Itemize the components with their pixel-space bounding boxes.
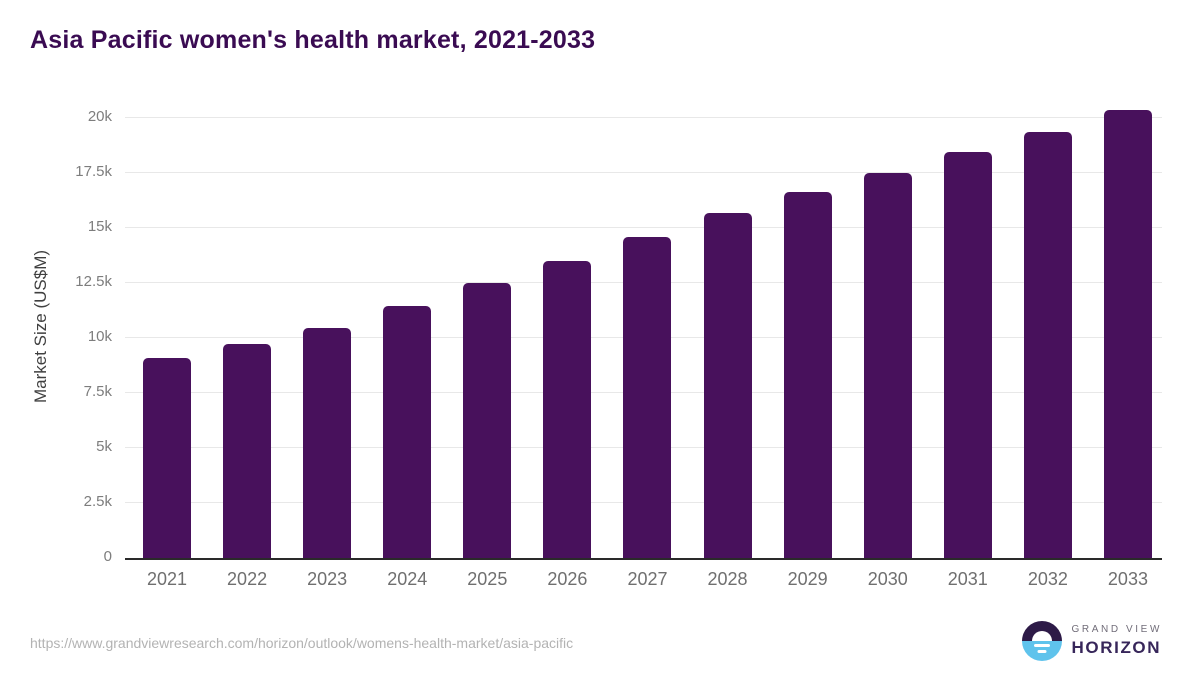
x-tick-label: 2023 bbox=[307, 569, 348, 589]
x-tick-label: 2025 bbox=[467, 569, 508, 589]
y-tick-label: 5k bbox=[96, 437, 112, 455]
logo-text-horizon: HORIZON bbox=[1071, 638, 1162, 657]
y-tick-label: 0 bbox=[103, 548, 112, 565]
plot: 0 2.5k 5k 7.5k 10k 12.5k 15k 17.5k 20k 2021 2022 20… bbox=[75, 95, 1162, 589]
grand-view-horizon-logo: GRAND VIEW HORIZON bbox=[1021, 621, 1162, 661]
bar-2024[interactable] bbox=[383, 306, 432, 558]
source-url: https://www.grandviewresearch.com/horizo… bbox=[30, 635, 574, 651]
y-tick-label: 15k bbox=[87, 217, 112, 235]
gridline bbox=[125, 116, 1162, 118]
bar-2025[interactable] bbox=[463, 282, 512, 558]
bar-2022[interactable] bbox=[223, 344, 272, 558]
y-tick-label: 12.5k bbox=[75, 272, 112, 290]
x-tick-label: 2029 bbox=[787, 569, 828, 589]
x-tick-label: 2022 bbox=[227, 569, 268, 589]
x-tick-label: 2033 bbox=[1107, 569, 1148, 589]
bar-2029[interactable] bbox=[783, 192, 832, 558]
bar-2021[interactable] bbox=[143, 358, 191, 558]
gridline bbox=[125, 226, 1162, 228]
x-tick-label: 2028 bbox=[707, 569, 748, 589]
x-tick-label: 2026 bbox=[547, 569, 588, 589]
bar-2032[interactable] bbox=[1023, 131, 1072, 558]
gridline bbox=[125, 171, 1162, 173]
x-tick-label: 2031 bbox=[947, 569, 988, 589]
x-tick-label: 2032 bbox=[1027, 569, 1068, 589]
bar-2027[interactable] bbox=[623, 236, 672, 558]
y-tick-label: 7.5k bbox=[83, 382, 112, 400]
bar-2033[interactable] bbox=[1103, 110, 1152, 558]
x-tick-label: 2021 bbox=[146, 569, 188, 589]
y-tick-label: 2.5k bbox=[83, 492, 112, 510]
x-tick-label: 2030 bbox=[867, 569, 908, 589]
y-tick-label: 20k bbox=[87, 107, 112, 125]
y-tick-label: 17.5k bbox=[75, 162, 112, 180]
chart-title: Asia Pacific women's health market, 2021… bbox=[30, 26, 596, 54]
y-axis-title: Market Size (US$M) bbox=[31, 249, 50, 404]
x-tick-label: 2027 bbox=[627, 569, 668, 589]
bar-2028[interactable] bbox=[703, 213, 752, 558]
horizon-sun-icon bbox=[1021, 621, 1062, 661]
logo-text-grand-view: GRAND VIEW bbox=[1071, 624, 1162, 635]
bar-2031[interactable] bbox=[943, 151, 992, 558]
bar-2026[interactable] bbox=[543, 260, 592, 558]
y-tick-label: 10k bbox=[87, 327, 112, 345]
bar-2023[interactable] bbox=[303, 327, 352, 558]
logo-text: GRAND VIEW HORIZON bbox=[1072, 624, 1162, 658]
x-tick-label: 2024 bbox=[387, 569, 428, 589]
bar-2030[interactable] bbox=[863, 172, 912, 558]
